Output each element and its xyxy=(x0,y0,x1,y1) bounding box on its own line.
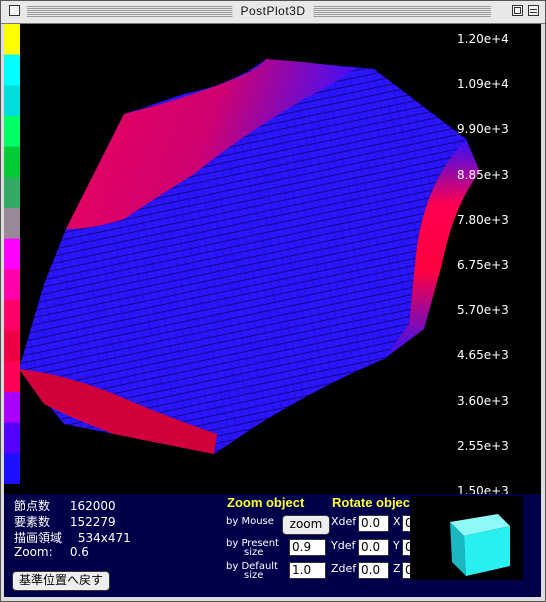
region-label: 描画領域 xyxy=(14,531,63,545)
color-scale-segment xyxy=(4,24,20,56)
color-scale-tick-label: 1.50e+3 xyxy=(457,484,509,494)
color-scale-segment xyxy=(4,330,20,362)
mesh-front-face xyxy=(19,369,217,454)
zoom-box-icon[interactable] xyxy=(512,5,523,16)
info-elements: 要素数 152279 xyxy=(14,513,116,530)
mesh-stress-band-top xyxy=(66,59,356,229)
nodes-label: 節点数 xyxy=(14,499,51,513)
info-zoom: Zoom: 0.6 xyxy=(14,545,89,559)
x-label: X xyxy=(393,515,401,528)
color-scale-segment xyxy=(4,208,20,240)
color-scale-tick-label: 8.85e+3 xyxy=(457,167,509,182)
color-scale-tick-label: 1.20e+4 xyxy=(457,32,509,46)
color-scale-segment xyxy=(4,300,20,332)
xdef-label: Xdef xyxy=(331,515,357,528)
zoom-object-heading: Zoom object xyxy=(227,495,305,510)
elements-label: 要素数 xyxy=(14,515,51,529)
color-scale-segment xyxy=(4,146,20,178)
zoom-label: Zoom: xyxy=(14,545,53,559)
zoom-value: 0.6 xyxy=(69,545,89,559)
by-default-label-line1: by Default xyxy=(226,561,278,572)
xdef-input[interactable]: 0.0 xyxy=(358,515,389,532)
color-scale-segment xyxy=(4,177,20,209)
by-default-label: by Default size xyxy=(226,561,278,581)
rotation-preview[interactable] xyxy=(410,496,523,580)
present-size-input[interactable]: 0.9 xyxy=(289,539,326,556)
color-scale-segment xyxy=(4,85,20,117)
rotate-object-heading: Rotate object xyxy=(332,495,415,510)
ydef-input[interactable]: 0.0 xyxy=(358,539,389,556)
ydef-label: Ydef xyxy=(331,539,356,552)
mesh-right-face xyxy=(384,139,480,359)
color-scale-segment xyxy=(4,238,20,270)
by-default-label-line2: size xyxy=(244,570,264,581)
color-scale-tick-label: 3.60e+3 xyxy=(457,393,509,408)
by-present-label-line2: size xyxy=(244,547,264,558)
elements-value: 152279 xyxy=(69,515,116,529)
control-panel: 節点数 162000 要素数 152279 描画領域 534x471 Zoom:… xyxy=(4,494,541,597)
fem-mesh-render[interactable] xyxy=(4,24,541,494)
zoom-button[interactable]: zoom xyxy=(282,515,330,535)
info-region: 描画領域 534x471 xyxy=(14,529,131,546)
color-scale-tick-label: 5.70e+3 xyxy=(457,303,509,318)
cube-icon[interactable] xyxy=(410,496,523,580)
close-box-icon[interactable] xyxy=(9,5,20,16)
nodes-value: 162000 xyxy=(69,499,116,513)
3d-viewport[interactable]: 1.20e+4 1.09e+4 9.90e+3 8.85e+3 7.80e+3 6.75e… xyxy=(4,24,541,494)
color-scale-tick-label: 1.09e+4 xyxy=(457,77,509,92)
window-title: PostPlot3D xyxy=(232,4,314,18)
color-scale-tick-label: 4.65e+3 xyxy=(457,348,509,363)
reset-position-button[interactable]: 基準位置へ戻す xyxy=(12,571,111,591)
color-scale-segment xyxy=(4,116,20,148)
color-scale-segment xyxy=(4,361,20,393)
color-scale-segment xyxy=(4,453,20,484)
color-scale-tick-label: 7.80e+3 xyxy=(457,212,509,227)
y-label: Y xyxy=(393,539,400,552)
info-nodes: 節点数 162000 xyxy=(14,497,116,514)
z-label: Z xyxy=(393,562,401,575)
color-scale-segment xyxy=(4,54,20,86)
color-scale-segment xyxy=(4,422,20,454)
collapse-box-icon[interactable] xyxy=(528,5,539,16)
by-present-label: by Present size xyxy=(226,538,279,558)
color-scale-segment xyxy=(4,392,20,424)
color-scale-tick-label: 2.55e+3 xyxy=(457,438,509,453)
color-scale-tick-label: 6.75e+3 xyxy=(457,258,509,272)
color-scale-segment xyxy=(4,269,20,301)
zdef-label: Zdef xyxy=(331,562,357,575)
zdef-input[interactable]: 0.0 xyxy=(358,562,389,579)
color-scale-tick-label: 9.90e+3 xyxy=(457,122,509,137)
default-size-input[interactable]: 1.0 xyxy=(289,562,326,579)
by-mouse-label: by Mouse xyxy=(226,516,274,527)
color-scale-bar xyxy=(4,24,20,484)
by-present-label-line1: by Present xyxy=(226,538,279,549)
region-value: 534x471 xyxy=(77,531,131,545)
title-bar[interactable]: PostPlot3D xyxy=(1,1,545,24)
